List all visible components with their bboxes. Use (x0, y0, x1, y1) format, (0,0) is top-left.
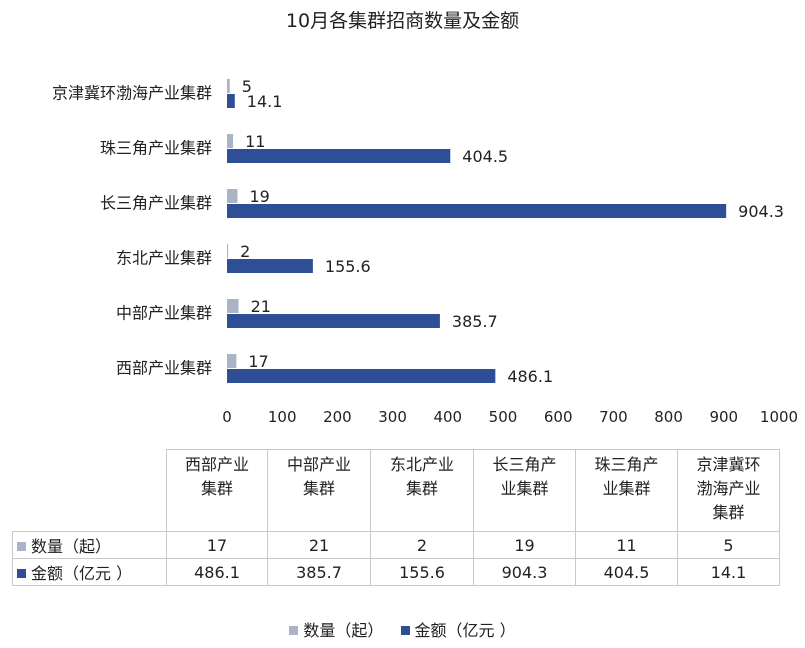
bars (227, 79, 727, 383)
table-cell: 486.1 (166, 558, 268, 586)
table-row-label: 金额（亿元 ） (31, 564, 133, 583)
x-tick-label: 0 (222, 408, 232, 426)
legend-item-amount: 金额（亿元 ） (400, 621, 516, 640)
table-corner-cell (12, 449, 167, 532)
x-tick-label: 200 (323, 408, 352, 426)
bar-amount (227, 149, 451, 163)
bar-count (227, 189, 238, 203)
table-cell: 17 (166, 531, 268, 559)
bar-amount (227, 259, 313, 273)
table-cell: 904.3 (473, 558, 576, 586)
category-label: 东北产业集群 (116, 249, 212, 268)
chart-title: 10月各集群招商数量及金额 (285, 10, 520, 32)
data-label-count: 11 (245, 132, 265, 151)
table-row-swatch-icon (17, 569, 26, 578)
legend-item-count: 数量（起） (289, 621, 388, 640)
table-cell: 21 (267, 531, 371, 559)
data-table: 西部产业 集群 中部产业 集群 东北产业 集群 长三角产 业集群 珠三角产 业集群 京津冀环 渤海产业… (12, 449, 780, 586)
table-column-header: 中部产业 集群 (267, 449, 371, 532)
table-row: 数量（起） 17 21 2 19 11 5 (12, 531, 780, 559)
category-label: 珠三角产业集群 (100, 139, 212, 158)
data-label-amount: 14.1 (247, 92, 283, 111)
table-column-header: 长三角产 业集群 (473, 449, 576, 532)
table-row-swatch-icon (17, 542, 26, 551)
table-row-header: 金额（亿元 ） (12, 558, 167, 586)
data-label-count: 21 (251, 297, 271, 316)
x-tick-label: 700 (599, 408, 628, 426)
legend-label-amount: 金额（亿元 ） (414, 621, 516, 640)
category-labels: 京津冀环渤海产业集群珠三角产业集群长三角产业集群东北产业集群中部产业集群西部产业… (52, 84, 212, 378)
data-labels: 514.1 11 404.5 19 904.3 2 155.6 21 385.7 17 486.1 (240, 77, 784, 386)
bar-count (227, 354, 237, 368)
legend-swatch-amount-icon (400, 626, 410, 635)
table-header-row: 西部产业 集群 中部产业 集群 东北产业 集群 长三角产 业集群 珠三角产 业集群 京津冀环 渤海产业… (12, 449, 780, 532)
x-tick-label: 900 (709, 408, 738, 426)
legend-label-count: 数量（起） (303, 621, 384, 640)
bar-amount (227, 314, 440, 328)
bar-count (227, 79, 230, 93)
legend-swatch-count-icon (289, 626, 299, 635)
table-row: 金额（亿元 ） 486.1 385.7 155.6 904.3 404.5 14.1 (12, 558, 780, 586)
bar-chart: 京津冀环渤海产业集群珠三角产业集群长三角产业集群东北产业集群中部产业集群西部产业… (52, 77, 798, 426)
category-label: 京津冀环渤海产业集群 (52, 84, 212, 103)
bar-count (227, 134, 234, 148)
data-label-count: 19 (249, 187, 269, 206)
x-tick-label: 300 (378, 408, 407, 426)
table-cell: 11 (575, 531, 678, 559)
bar-amount (227, 204, 727, 218)
bar-amount (227, 94, 235, 108)
data-label-amount: 404.5 (462, 147, 508, 166)
category-label: 长三角产业集群 (100, 194, 212, 213)
data-label-amount: 486.1 (507, 367, 553, 386)
category-label: 中部产业集群 (116, 304, 212, 323)
table-column-header: 东北产业 集群 (370, 449, 474, 532)
x-axis-ticks: 0 100 200 300 400 500 600 700 800 900 1000 (222, 408, 798, 426)
data-label-amount: 904.3 (738, 202, 784, 221)
table-row-label: 数量（起） (31, 537, 112, 556)
table-row-header: 数量（起） (12, 531, 167, 559)
table-cell: 5 (677, 531, 780, 559)
table-cell: 404.5 (575, 558, 678, 586)
category-label: 西部产业集群 (116, 359, 212, 378)
table-column-header: 西部产业 集群 (166, 449, 268, 532)
data-label-amount: 155.6 (325, 257, 371, 276)
table-cell: 385.7 (267, 558, 371, 586)
table-cell: 155.6 (370, 558, 474, 586)
table-cell: 2 (370, 531, 474, 559)
data-label-count: 2 (240, 242, 250, 261)
x-tick-label: 400 (433, 408, 462, 426)
bar-count (227, 299, 239, 313)
data-label-amount: 385.7 (452, 312, 498, 331)
table-column-header: 珠三角产 业集群 (575, 449, 678, 532)
bar-amount (227, 369, 496, 383)
data-label-count: 17 (248, 352, 268, 371)
table-cell: 19 (473, 531, 576, 559)
x-tick-label: 1000 (760, 408, 798, 426)
x-tick-label: 500 (489, 408, 518, 426)
x-tick-label: 800 (654, 408, 683, 426)
table-column-header: 京津冀环 渤海产业 集群 (677, 449, 780, 532)
table-cell: 14.1 (677, 558, 780, 586)
bar-count (227, 244, 229, 258)
x-tick-label: 100 (268, 408, 297, 426)
data-label-count: 5 (242, 77, 252, 96)
legend: 数量（起） 金额（亿元 ） (0, 617, 805, 641)
x-tick-label: 600 (544, 408, 573, 426)
